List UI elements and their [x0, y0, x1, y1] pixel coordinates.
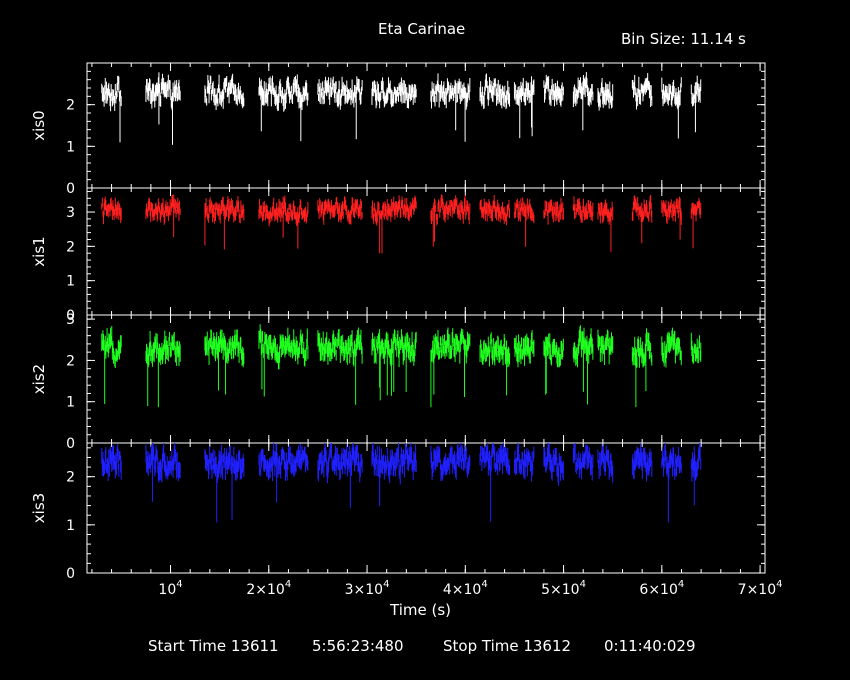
start-time-value: 5:56:23:480	[312, 637, 404, 655]
start-time-label: Start Time 13611	[148, 637, 279, 655]
y-tick-label: 2	[66, 470, 75, 486]
panel-frame-xis2	[86, 314, 766, 444]
y-tick-label: 2	[66, 353, 75, 369]
y-tick-label: 2	[66, 98, 75, 114]
y-tick-label: 2	[66, 239, 75, 255]
chart-title: Eta Carinae	[378, 20, 466, 38]
y-axis-label-xis0: xis0	[30, 110, 48, 140]
y-axis-label-xis2: xis2	[30, 364, 48, 394]
bin-size-label: Bin Size: 11.14 s	[621, 30, 746, 48]
x-tick-label: 6×104	[639, 579, 684, 598]
y-tick-label: 3	[66, 205, 75, 221]
x-axis-label: Time (s)	[390, 601, 451, 619]
y-tick-label: 0	[66, 181, 75, 197]
y-tick-label: 0	[66, 308, 75, 324]
y-tick-label: 1	[66, 395, 75, 411]
y-tick-label: 0	[66, 566, 75, 582]
y-tick-label: 1	[66, 139, 75, 155]
x-tick-label: 5×104	[541, 579, 586, 598]
y-tick-label: 1	[66, 274, 75, 290]
y-axis-label-xis1: xis1	[30, 236, 48, 266]
panel-frame-xis0	[86, 62, 766, 189]
x-tick-label: 4×104	[443, 579, 488, 598]
y-tick-label: 3	[66, 312, 75, 328]
stop-time-value: 0:11:40:029	[604, 637, 696, 655]
x-tick-label: 7×104	[738, 579, 783, 598]
x-tick-label: 104	[158, 579, 182, 598]
y-tick-label: 0	[66, 436, 75, 452]
x-tick-label: 2×104	[246, 579, 291, 598]
y-tick-label: 1	[66, 518, 75, 534]
y-axis-label-xis3: xis3	[30, 493, 48, 523]
stop-time-label: Stop Time 13612	[443, 637, 572, 655]
x-tick-label: 3×104	[345, 579, 390, 598]
